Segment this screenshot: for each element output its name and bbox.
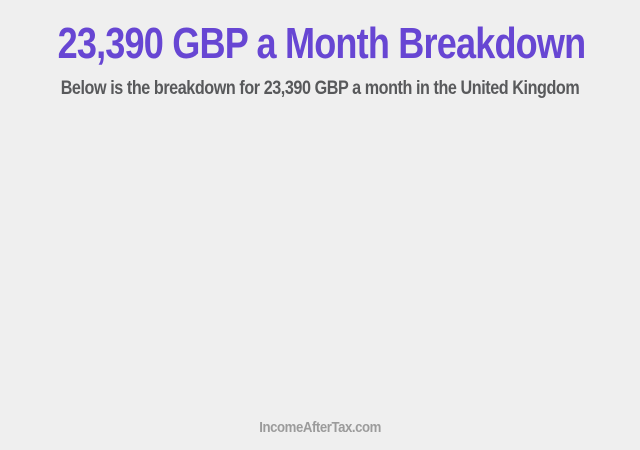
page-footer: IncomeAfterTax.com [0, 419, 640, 437]
page-subtitle: Below is the breakdown for 23,390 GBP a … [60, 78, 580, 100]
site-brand-label: IncomeAfterTax.com [259, 419, 381, 436]
page-header: 23,390 GBP a Month Breakdown Below is th… [0, 0, 640, 100]
empty-content-area [0, 115, 640, 410]
page-title: 23,390 GBP a Month Breakdown [57, 19, 587, 68]
